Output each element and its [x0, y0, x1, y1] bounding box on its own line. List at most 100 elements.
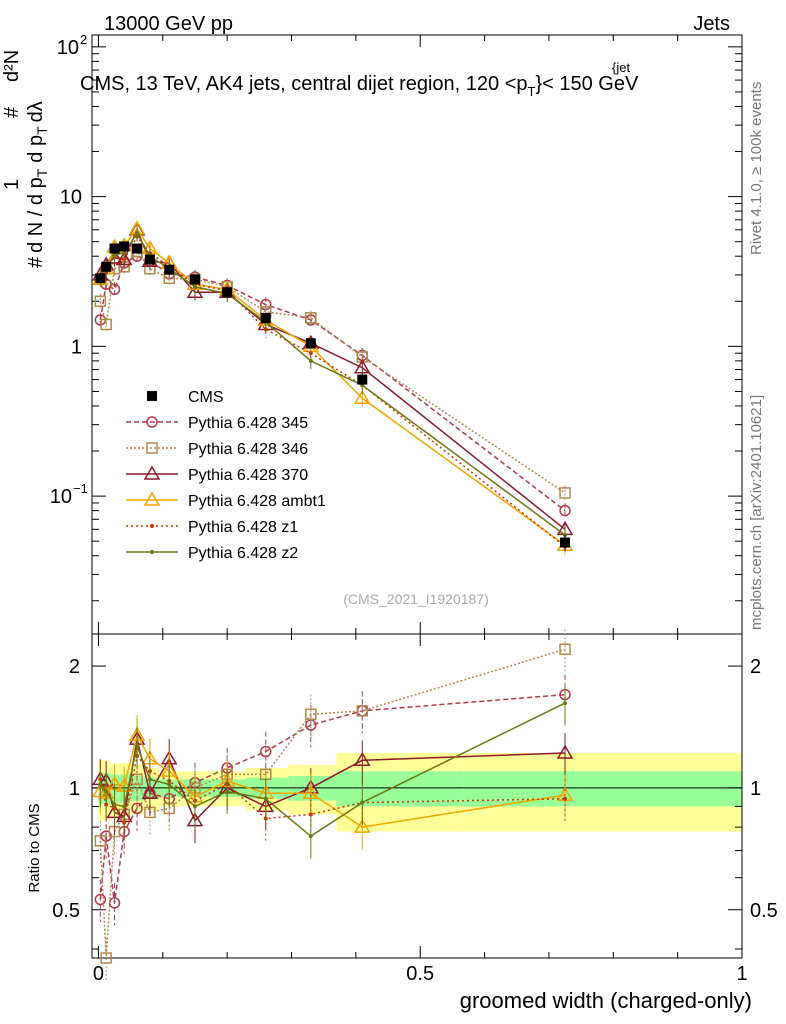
legend-label: Pythia 6.428 370	[188, 467, 308, 484]
ratio-point	[192, 804, 197, 809]
ratio-point	[556, 744, 574, 759]
ratio-point	[100, 952, 112, 964]
ratio-frame	[91, 633, 743, 959]
series-point	[94, 295, 107, 308]
legend-label: Pythia 6.428 346	[188, 441, 308, 458]
y-tick-label: 10	[57, 37, 79, 59]
ratio-point	[260, 745, 272, 758]
ratio-panel: 0 0.5 1 2 2 1 1 0.5 0.5	[52, 35, 778, 985]
legend: CMS Pythia 6.428 345 Pythia 6.428 346 Pythi…	[126, 389, 326, 562]
cms-point	[260, 312, 271, 323]
y-tick-label: 10	[50, 486, 72, 508]
series-point	[308, 351, 313, 356]
ratio-point	[559, 643, 571, 656]
series-point	[353, 359, 371, 374]
series-point	[563, 532, 568, 537]
series-point	[135, 231, 140, 236]
x-tick-label: 0.5	[406, 963, 434, 985]
plot-title: CMS, 13 TeV, AK4 jets, central dijet reg…	[80, 73, 639, 99]
series-point	[122, 251, 127, 256]
ratio-y-tick-label-right: 1	[750, 778, 761, 800]
y-tick-exponent: −1	[73, 481, 88, 496]
y-tick-exponent: 2	[80, 32, 87, 47]
series-point	[108, 283, 121, 296]
series-point	[308, 358, 313, 363]
ratio-y-tick-label-right: 0.5	[750, 900, 778, 922]
x-tick-label: 1	[736, 963, 747, 985]
ratio-point	[302, 784, 320, 800]
cms-point	[305, 338, 316, 349]
plot-title-sup: {jet	[612, 60, 630, 75]
ratio-point	[122, 804, 127, 809]
ylabel-ratio: Ratio to CMS	[26, 803, 43, 892]
series-line-main	[99, 227, 566, 546]
legend-marker	[143, 491, 161, 506]
cms-point	[164, 264, 175, 275]
x-tick-label: 0	[93, 963, 104, 985]
ratio-point	[225, 789, 230, 794]
ylabel-main-numerator-2: #	[1, 106, 23, 118]
plot-title-main: CMS, 13 TeV, AK4 jets, central dijet reg…	[80, 73, 528, 95]
plot-title-sub: T	[528, 84, 536, 99]
ratio-band-green	[119, 774, 131, 803]
series-line-main	[99, 250, 566, 494]
ratio-point	[356, 705, 369, 717]
ratio-point	[94, 835, 107, 847]
rivet-label: Rivet 4.1.0, ≥ 100k events	[748, 82, 765, 255]
ratio-point	[135, 743, 140, 748]
ratio-band-green	[463, 771, 742, 807]
cms-point	[144, 254, 155, 265]
series-point	[112, 252, 117, 257]
cms-point	[222, 287, 233, 298]
ratio-point	[147, 777, 152, 782]
y-tick-label: 10	[60, 187, 82, 209]
ratio-y-tick-label: 0.5	[52, 900, 80, 922]
plot-title-end: }< 150 GeV	[535, 73, 639, 95]
ylabel-main-numerator: 1	[1, 179, 23, 190]
y-tick-label: 1	[71, 336, 82, 358]
cms-point	[109, 243, 120, 254]
ratio-y-tick-label: 1	[69, 778, 80, 800]
legend-marker	[146, 442, 158, 454]
legend-label: Pythia 6.428 z2	[188, 545, 298, 562]
ratio-point	[360, 800, 365, 805]
ratio-point	[308, 812, 313, 817]
series-point	[305, 312, 317, 324]
ratio-point	[94, 893, 107, 906]
legend-marker	[147, 391, 157, 401]
legend-marker	[143, 465, 161, 480]
header-left: 13000 GeV pp	[104, 13, 233, 35]
analysis-id: (CMS_2021_I1920187)	[343, 591, 489, 607]
ratio-point	[308, 834, 313, 839]
ratio-point	[104, 789, 109, 794]
mcplots-label: mcplots.cern.ch [arXiv:2401.10621]	[748, 395, 765, 630]
cms-point	[95, 273, 106, 284]
legend-marker	[150, 524, 154, 528]
ratio-point	[563, 701, 568, 706]
legend-label: Pythia 6.428 z1	[188, 519, 298, 536]
header-right: Jets	[693, 13, 730, 35]
ratio-point	[353, 751, 371, 767]
ylabel-main: #d N / d pTd pTdλ	[25, 101, 50, 268]
cms-point	[132, 243, 143, 254]
legend-label: Pythia 6.428 345	[188, 415, 308, 432]
ratio-point	[112, 802, 117, 807]
cms-point	[357, 374, 368, 385]
ratio-point	[353, 818, 371, 833]
cms-point	[119, 241, 130, 252]
series-point	[186, 283, 204, 298]
ratio-point	[167, 782, 172, 787]
xlabel: groomed width (charged-only)	[460, 988, 752, 1013]
series-point	[559, 487, 571, 499]
cms-point	[101, 261, 112, 272]
ratio-point	[131, 802, 143, 815]
ratio-point	[563, 796, 568, 801]
ratio-y-tick-label: 2	[69, 656, 80, 678]
ratio-point	[305, 708, 317, 721]
ratio-y-tick-label-right: 2	[750, 656, 761, 678]
ratio-point	[263, 796, 268, 801]
legend-label: CMS	[188, 389, 224, 406]
series-point	[100, 318, 112, 331]
ratio-band-green	[336, 771, 464, 807]
